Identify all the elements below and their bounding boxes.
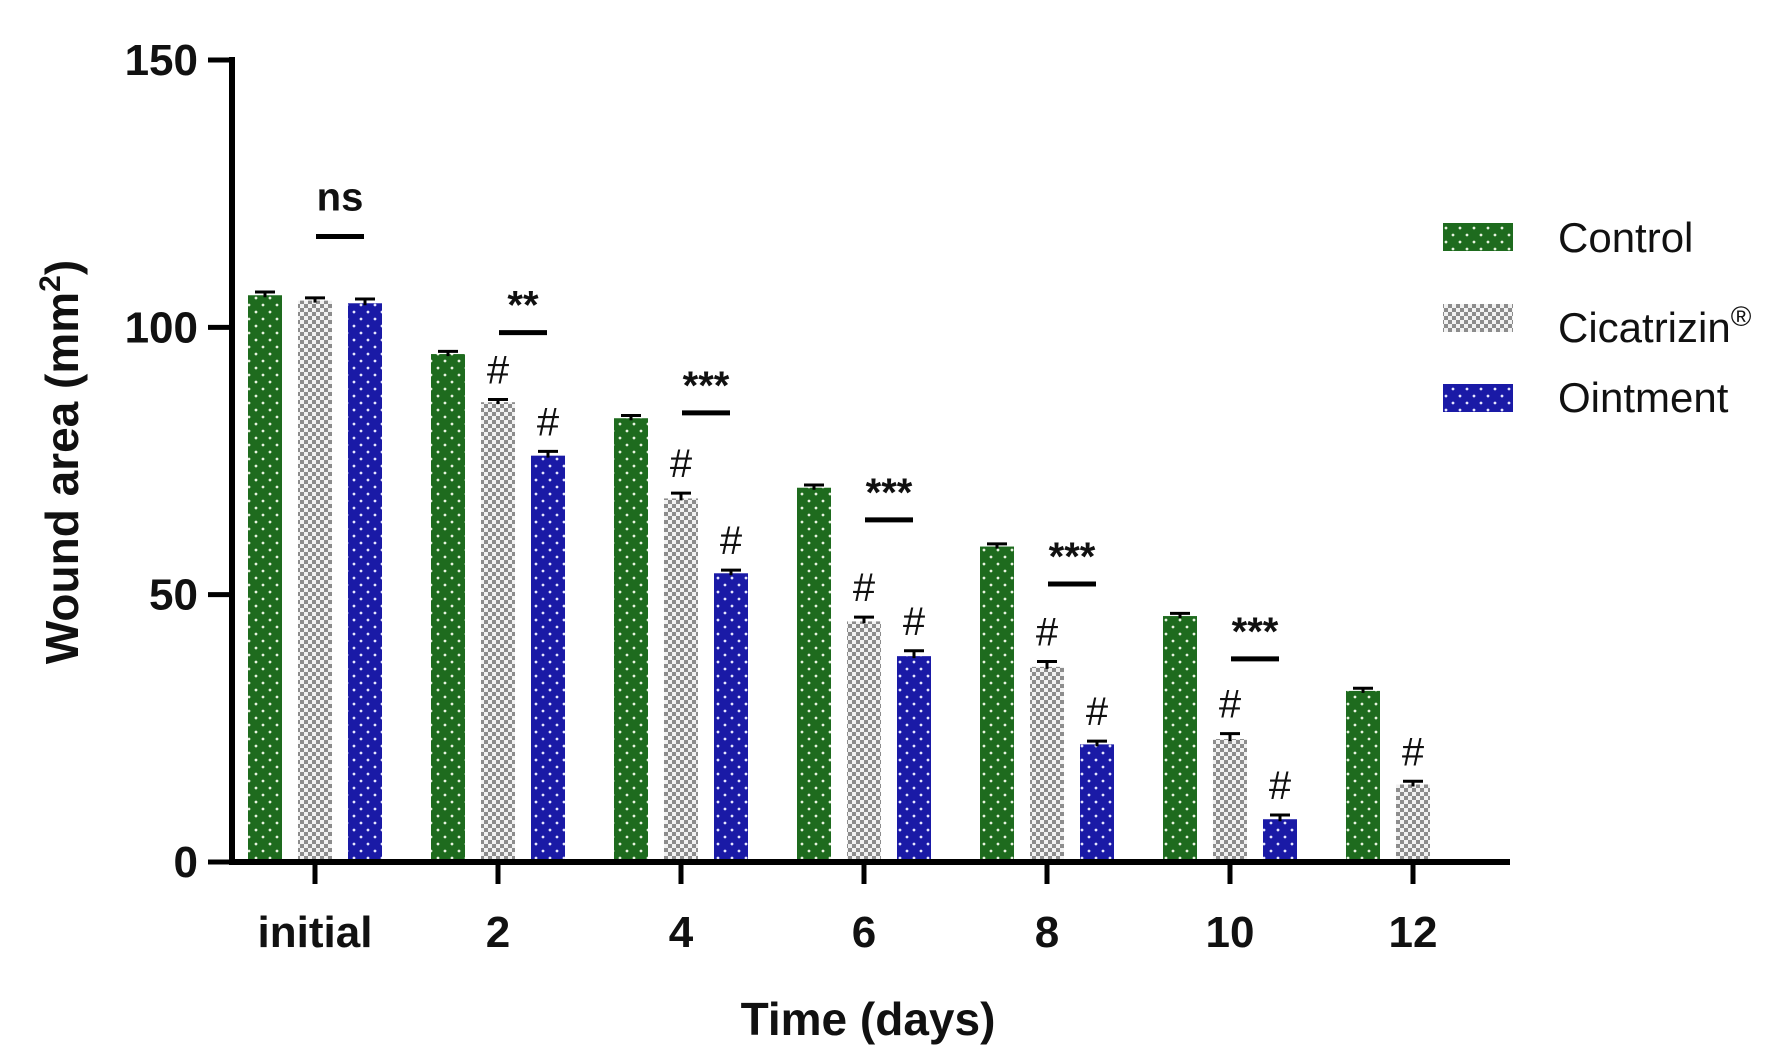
y-axis-title-main: Wound area (mm bbox=[36, 292, 88, 664]
bar-ointment-8 bbox=[1080, 744, 1114, 862]
bar-cicatrizin-12 bbox=[1396, 784, 1430, 862]
error-bar bbox=[1220, 732, 1240, 742]
error-bar bbox=[987, 542, 1007, 549]
error-bar bbox=[438, 349, 458, 357]
hash-mark: # bbox=[487, 349, 510, 393]
annotations-layer: ns**************###### ## ### bbox=[316, 175, 1425, 808]
error-bar bbox=[1403, 779, 1423, 787]
significance-label: *** bbox=[866, 471, 913, 515]
x-tick-label: 8 bbox=[1035, 908, 1059, 957]
bar-ointment-10 bbox=[1263, 819, 1297, 862]
legend-swatch-cicatrizin bbox=[1443, 304, 1513, 332]
error-bar bbox=[721, 568, 741, 576]
x-tick-label: 10 bbox=[1206, 908, 1255, 957]
y-tick-label: 150 bbox=[125, 36, 198, 85]
y-axis-title-close: ) bbox=[36, 260, 88, 275]
x-axis-title: Time (days) bbox=[741, 993, 996, 1045]
legend: Control Cicatrizin® Ointment bbox=[1443, 214, 1752, 421]
legend-swatch-ointment bbox=[1443, 384, 1513, 412]
bar-control-4 bbox=[614, 418, 648, 862]
y-axis-title-superscript: 2 bbox=[34, 275, 67, 292]
bar-cicatrizin-6 bbox=[847, 621, 881, 862]
error-bar bbox=[1170, 611, 1190, 619]
hash-mark: # bbox=[1086, 690, 1109, 734]
x-axis-ticks: initial 2 4 6 8 10 12 bbox=[258, 862, 1438, 957]
legend-registered-mark: ® bbox=[1731, 301, 1752, 332]
bar-ointment-6 bbox=[897, 656, 931, 862]
error-bar bbox=[255, 290, 275, 298]
error-bar bbox=[621, 414, 641, 421]
hash-mark: # bbox=[537, 400, 560, 444]
hash-mark: # bbox=[1219, 683, 1242, 727]
bar-control-10 bbox=[1163, 616, 1197, 862]
legend-swatch-control bbox=[1443, 223, 1513, 251]
error-bar bbox=[904, 649, 924, 659]
significance-label: *** bbox=[1049, 535, 1096, 579]
significance-label: ns bbox=[317, 175, 364, 219]
bar-cicatrizin-4 bbox=[664, 498, 698, 862]
significance-label: *** bbox=[683, 364, 730, 408]
bar-ointment-2 bbox=[531, 455, 565, 862]
x-tick-label: initial bbox=[258, 908, 373, 957]
error-bar bbox=[1087, 739, 1107, 747]
bar-control-initial bbox=[248, 295, 282, 863]
hash-mark: # bbox=[903, 600, 926, 644]
hash-mark: # bbox=[1402, 730, 1425, 774]
hash-mark: # bbox=[1036, 611, 1059, 655]
error-bar bbox=[305, 296, 325, 303]
bar-control-6 bbox=[797, 487, 831, 862]
x-tick-label: 6 bbox=[852, 908, 876, 957]
hash-mark: # bbox=[1269, 764, 1292, 808]
bar-ointment-initial bbox=[348, 303, 382, 863]
hash-mark: # bbox=[720, 519, 743, 563]
bar-ointment-4 bbox=[714, 573, 748, 862]
bar-control-8 bbox=[980, 546, 1014, 862]
error-bar bbox=[1270, 813, 1290, 822]
error-bar bbox=[854, 615, 874, 624]
x-tick-label: 2 bbox=[486, 908, 510, 957]
hash-mark: # bbox=[670, 442, 693, 486]
error-bar bbox=[671, 491, 691, 501]
error-bar bbox=[538, 449, 558, 458]
y-tick-label: 50 bbox=[149, 571, 198, 620]
error-bar bbox=[1353, 686, 1373, 693]
error-bar bbox=[1037, 660, 1057, 669]
bar-control-2 bbox=[431, 354, 465, 862]
legend-label-ointment: Ointment bbox=[1558, 374, 1729, 421]
y-axis-ticks: 0 50 100 150 bbox=[125, 36, 232, 887]
legend-label-cicatrizin: Cicatrizin® bbox=[1558, 301, 1752, 351]
y-axis-title: Wound area (mm2) bbox=[34, 260, 88, 664]
error-bar bbox=[355, 297, 375, 306]
bar-cicatrizin-initial bbox=[298, 300, 332, 863]
bars-layer bbox=[248, 295, 1430, 863]
legend-label-cicatrizin-name: Cicatrizin bbox=[1558, 304, 1731, 351]
legend-label-control: Control bbox=[1558, 214, 1693, 261]
bar-cicatrizin-2 bbox=[481, 402, 515, 862]
error-bars-layer bbox=[255, 290, 1423, 822]
significance-label: *** bbox=[1232, 610, 1279, 654]
y-tick-label: 0 bbox=[174, 838, 198, 887]
x-tick-label: 12 bbox=[1389, 908, 1438, 957]
bar-cicatrizin-8 bbox=[1030, 666, 1064, 862]
error-bar bbox=[804, 483, 824, 490]
bar-control-12 bbox=[1346, 690, 1380, 862]
x-tick-label: 4 bbox=[669, 908, 694, 957]
bar-cicatrizin-10 bbox=[1213, 739, 1247, 862]
hash-mark: # bbox=[853, 566, 876, 610]
significance-label: ** bbox=[507, 284, 539, 328]
error-bar bbox=[488, 398, 508, 405]
y-tick-label: 100 bbox=[125, 303, 198, 352]
